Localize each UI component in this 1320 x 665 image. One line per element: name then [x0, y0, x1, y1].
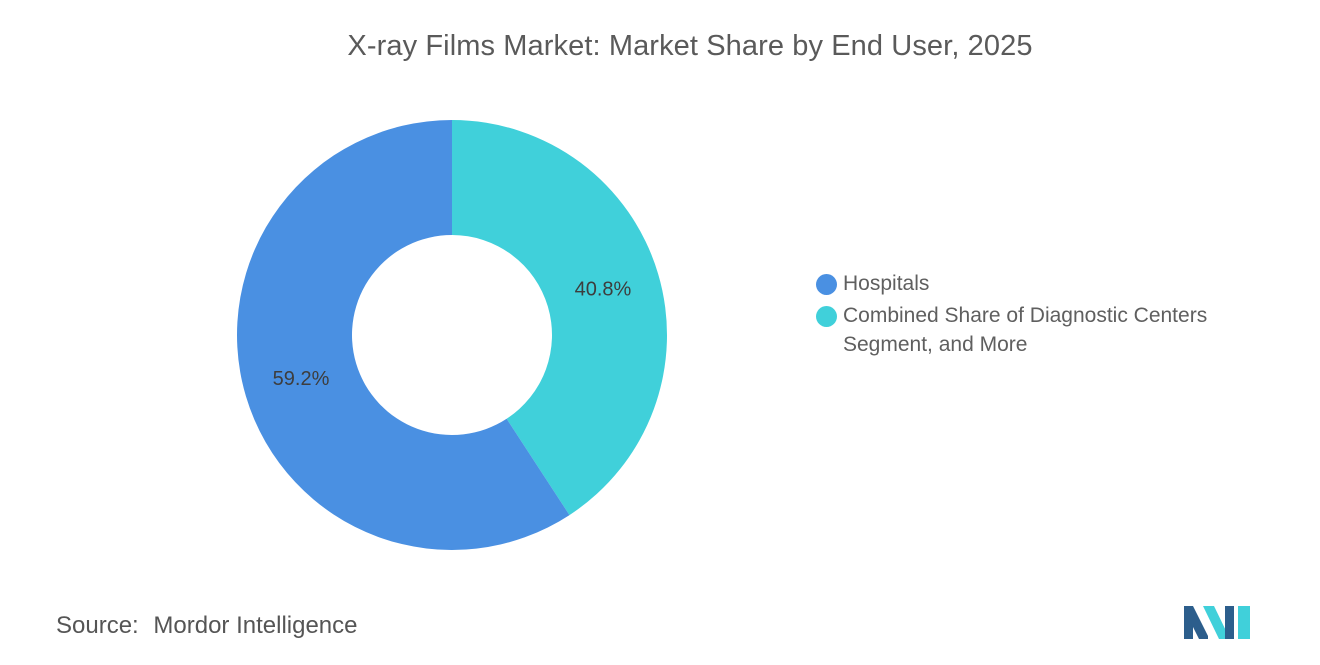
- legend-label: Hospitals: [843, 272, 930, 295]
- source-line: Source: Mordor Intelligence: [56, 612, 358, 640]
- legend-label: Combined Share of Diagnostic Centers Seg…: [843, 304, 1208, 356]
- donut-slice-labels: 40.8% 59.2%: [273, 278, 632, 390]
- legend-item-hospitals: Hospitals: [816, 272, 1256, 298]
- slice-value-label: 59.2%: [273, 368, 330, 390]
- mordor-intelligence-logo-icon: [1184, 606, 1250, 639]
- donut-slices: [236, 120, 667, 551]
- slice-value-label: 40.8%: [575, 278, 632, 300]
- legend: Hospitals Combined Share of Diagnostic C…: [816, 272, 1256, 365]
- legend-swatch-hospitals: [816, 274, 837, 295]
- source-value: Mordor Intelligence: [153, 612, 358, 639]
- chart-title: X-ray Films Market: Market Share by End …: [347, 30, 1033, 62]
- source-label: Source:: [56, 612, 139, 639]
- legend-swatch-combined-share: [816, 306, 837, 327]
- donut-slice-0: [452, 120, 667, 516]
- legend-item-combined-share: Combined Share of Diagnostic Centers Seg…: [816, 304, 1256, 359]
- donut-slice-1: [236, 120, 570, 551]
